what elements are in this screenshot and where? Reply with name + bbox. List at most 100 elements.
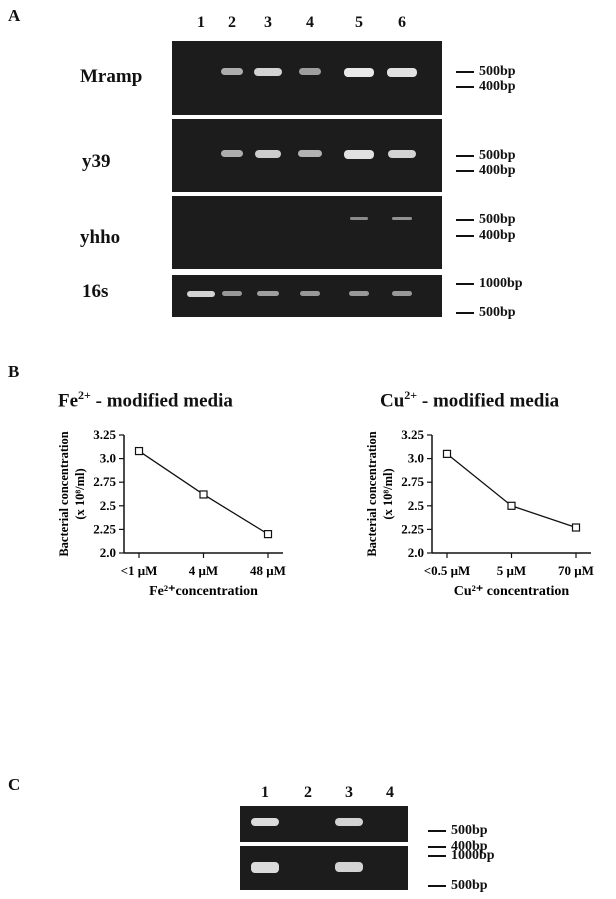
marker-label: 500bp [479, 64, 516, 79]
size-marker: 400bp [456, 228, 516, 244]
x-tick-label: <0.5 μM [424, 563, 471, 578]
y-tick-label: 2.25 [401, 521, 424, 536]
gel-label-mramp: Mramp [80, 66, 143, 87]
gel-band [250, 862, 280, 873]
gel-band [387, 68, 417, 77]
data-point [199, 490, 208, 499]
panel-b-letter: B [8, 362, 20, 381]
y-tick-label: 2.75 [401, 474, 424, 489]
size-marker: 1000bp [456, 276, 523, 292]
gel-band [257, 291, 279, 296]
lane-number: 4 [386, 784, 394, 801]
gel-band [349, 217, 369, 220]
marker-label: 500bp [451, 878, 488, 893]
data-point [507, 501, 516, 510]
y-tick-label: 3.0 [100, 451, 116, 466]
chart-title-prefix: Cu [380, 390, 405, 412]
gel-band [344, 68, 374, 77]
chart-title-suffix: - modified media [90, 390, 233, 412]
gel-band [392, 217, 412, 221]
lane-number: 1 [197, 14, 205, 31]
size-marker: 400bp [456, 79, 516, 95]
x-tick-label: 48 μM [250, 563, 286, 578]
panel-c-letter: C [8, 775, 21, 794]
y-tick-label: 2.75 [93, 474, 116, 489]
size-marker: 400bp [456, 163, 516, 179]
y-tick-label: 3.0 [408, 451, 424, 466]
size-marker: 500bp [456, 64, 516, 80]
x-tick-label: <1 μM [121, 563, 158, 578]
gel-image-c-top [240, 806, 408, 842]
y-axis-label: Bacterial concentration [57, 431, 71, 556]
data-line [446, 453, 577, 529]
gel-band [221, 291, 243, 296]
marker-label: 500bp [479, 305, 516, 320]
y-tick-label: 2.0 [408, 545, 424, 560]
gel-band [187, 291, 215, 298]
size-marker: 500bp [428, 823, 488, 839]
cu-concentration-chart: 2.0 2.25 2.5 2.75 3.0 3.25 <0.5 μM 5 μM 70 μM Bac… [365, 427, 594, 595]
chart-title-fe: Fe2+ - modified media [58, 388, 233, 412]
gel-label-yhho: yhho [80, 227, 121, 248]
gel-band [250, 818, 280, 827]
gel-band [299, 291, 321, 296]
y-tick-label: 3.25 [93, 427, 116, 442]
marker-label: 400bp [479, 228, 516, 243]
x-axis-label: Fe²⁺concentration [149, 584, 258, 595]
lane-number: 2 [228, 14, 236, 31]
gel-label-16s: 16s [82, 281, 109, 302]
size-marker: 400bp [428, 839, 488, 855]
data-point [134, 446, 144, 456]
gel-band [254, 150, 282, 158]
size-marker: 500bp [456, 212, 516, 228]
marker-label: 400bp [451, 839, 488, 854]
marker-label: 500bp [451, 823, 488, 838]
data-point [442, 449, 452, 458]
y-tick-label: 2.0 [100, 545, 116, 560]
gel-image-c-bottom [240, 846, 408, 890]
y-tick-label: 3.25 [401, 427, 424, 442]
chart-title-superscript: 2+ [404, 388, 418, 402]
y-axis-label-unit: (x 10⁸/ml) [381, 468, 395, 519]
y-tick-label: 2.5 [100, 498, 117, 513]
x-tick-label: 70 μM [558, 563, 594, 578]
y-tick-label: 2.5 [408, 498, 425, 513]
marker-label: 1000bp [479, 276, 523, 291]
gel-image-yhho [172, 196, 442, 269]
gel-image-y39 [172, 119, 442, 192]
x-tick-label: 5 μM [497, 563, 526, 578]
size-marker: 500bp [456, 305, 516, 321]
lane-number: 3 [345, 784, 353, 801]
marker-label: 500bp [479, 212, 516, 227]
gel-band [220, 150, 244, 157]
y-tick-label: 2.25 [93, 521, 116, 536]
gel-band [335, 818, 363, 827]
chart-title-cu: Cu2+ - modified media [380, 388, 559, 412]
marker-label: 400bp [479, 163, 516, 178]
marker-label: 400bp [479, 79, 516, 94]
lane-number: 5 [355, 14, 363, 31]
x-axis-label: Cu²⁺ concentration [454, 584, 570, 595]
gel-band [299, 68, 321, 75]
data-point [571, 523, 581, 532]
chart-title-prefix: Fe [58, 390, 79, 412]
panel-a-letter: A [8, 6, 21, 25]
gel-band [388, 150, 416, 159]
fe-concentration-chart: 2.0 2.25 2.5 2.75 3.0 3.25 <1 μM 4 μM 48 μM Bacte… [57, 427, 286, 595]
lane-number: 2 [304, 784, 312, 801]
lane-number: 1 [261, 784, 269, 801]
lane-number: 6 [398, 14, 406, 31]
gel-band [298, 150, 322, 158]
gel-image-16s [172, 275, 442, 317]
chart-title-suffix: - modified media [417, 390, 560, 412]
gel-image-mramp [172, 41, 442, 115]
marker-label: 500bp [479, 148, 516, 163]
marker-label: 1000bp [451, 848, 495, 863]
gel-band [220, 68, 244, 75]
chart-title-superscript: 2+ [78, 388, 91, 402]
x-tick-label: 4 μM [189, 563, 218, 578]
y-axis-label: Bacterial concentration [365, 431, 379, 556]
gel-band [254, 68, 282, 77]
gel-band [391, 291, 413, 296]
gel-label-y39: y39 [82, 151, 111, 172]
